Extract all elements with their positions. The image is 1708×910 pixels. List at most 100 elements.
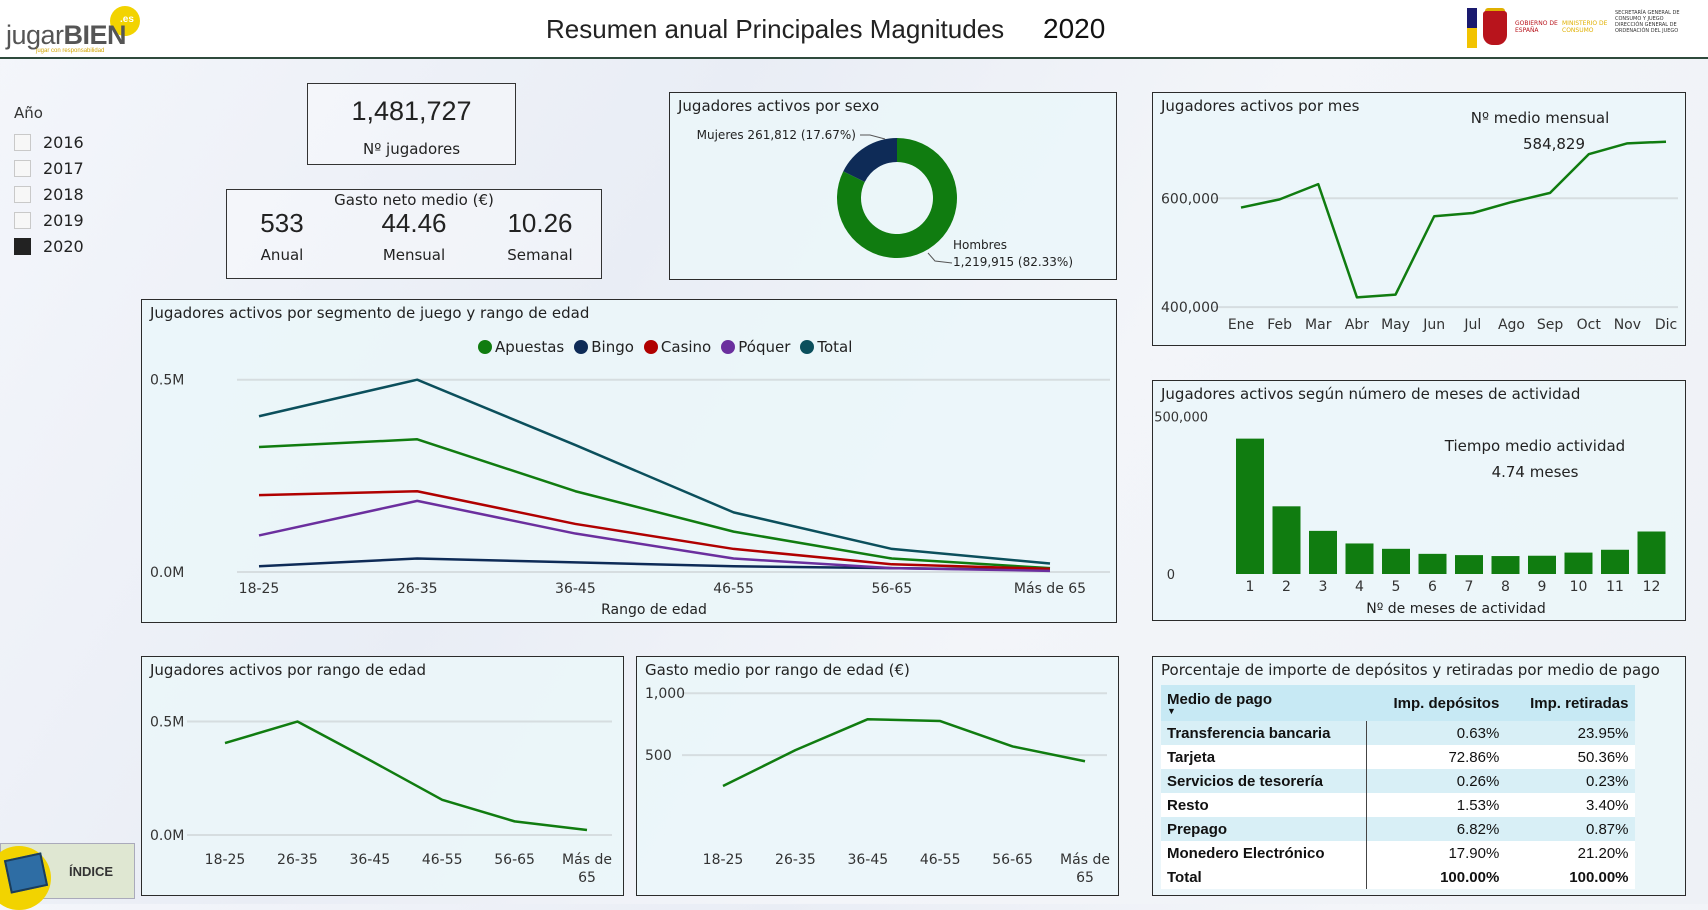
year-option-label: 2018 xyxy=(43,184,84,204)
series-line-players-age[interactable] xyxy=(224,720,588,832)
logo-text-light: jugar xyxy=(6,20,64,50)
spend-age-chart-title: Gasto medio por rango de edad (€) xyxy=(645,661,910,679)
table-row[interactable]: Monedero Electrónico 17.90% 21.20% xyxy=(1161,841,1635,865)
legend-dot-icon xyxy=(478,340,492,354)
table-row[interactable]: Resto 1.53% 3.40% xyxy=(1161,793,1635,817)
payments-table-wrap: Medio de pago ▼ Imp. depósitos Imp. retir… xyxy=(1161,685,1635,889)
table-row[interactable]: Prepago 6.82% 0.87% xyxy=(1161,817,1635,841)
bar-month-12[interactable] xyxy=(1637,531,1666,575)
players-label: Nº jugadores xyxy=(362,140,461,158)
withdrawal-percent-cell: 50.36% xyxy=(1505,745,1635,769)
x-tick-label: 46-55 xyxy=(422,852,463,868)
legend-dot-icon xyxy=(574,340,589,354)
spend-weekly: 10.26 Semanal xyxy=(485,208,595,264)
data-label-mujeres: Mujeres 261,812 (17.67%) xyxy=(697,128,856,142)
series-line-póquer[interactable] xyxy=(258,499,1051,573)
monthly-line-chart: 600,000 400,000 Ene Feb Mar Abr May Jun Jul Ago Se… xyxy=(1161,109,1678,333)
x-tick-label: Nov xyxy=(1614,317,1641,333)
withdrawal-percent-cell: 23.95% xyxy=(1505,721,1635,745)
y-tick-label: 0.5M xyxy=(150,373,184,389)
bar-month-5[interactable] xyxy=(1382,548,1410,574)
gov-label-2: MINISTERIO DE CONSUMO xyxy=(1562,20,1608,34)
x-tick-label: 18-25 xyxy=(703,852,744,868)
legend-item-apuestas[interactable]: Apuestas xyxy=(478,338,564,356)
legend-item-total[interactable]: Total xyxy=(800,338,852,356)
year-option-2017[interactable]: 2017 xyxy=(14,155,124,181)
withdrawal-percent-cell: 21.20% xyxy=(1505,841,1635,865)
series-line-total[interactable] xyxy=(258,378,1051,565)
bar-month-3[interactable] xyxy=(1309,530,1337,574)
series-line-casino[interactable] xyxy=(258,489,1051,571)
y-tick-label: 0.0M xyxy=(150,565,184,581)
table-row[interactable]: Tarjeta 72.86% 50.36% xyxy=(1161,745,1635,769)
series-line-apuestas[interactable] xyxy=(258,438,1051,570)
gov-label-3: SECRETARÍA GENERAL DE CONSUMO Y JUEGO DI… xyxy=(1615,10,1680,34)
checkbox-icon[interactable] xyxy=(14,237,31,255)
bar-month-7[interactable] xyxy=(1455,555,1483,574)
year-option-label: 2019 xyxy=(43,210,84,230)
bar-month-4[interactable] xyxy=(1345,543,1374,574)
x-tick-label: Más de 65 xyxy=(1014,581,1086,597)
x-tick-label: 6 xyxy=(1428,579,1437,595)
year-option-2016[interactable]: 2016 xyxy=(14,129,124,155)
checkbox-icon[interactable] xyxy=(14,211,31,229)
x-axis-title: Rango de edad xyxy=(601,602,707,618)
spend-kpi-card: Gasto neto medio (€) 533 Anual 44.46 Men… xyxy=(226,189,602,279)
bar-month-2[interactable] xyxy=(1272,506,1301,574)
legend-item-póquer[interactable]: Póquer xyxy=(721,338,790,356)
bar-month-11[interactable] xyxy=(1601,549,1629,574)
x-tick-label: Jun xyxy=(1422,317,1445,333)
y-tick-label: 400,000 xyxy=(1161,300,1219,316)
table-row[interactable]: Transferencia bancaria 0.63% 23.95% xyxy=(1161,721,1635,745)
withdrawal-percent-cell: 0.23% xyxy=(1505,769,1635,793)
legend-label: Apuestas xyxy=(495,338,565,356)
series-line-monthly[interactable] xyxy=(1240,140,1667,299)
checkbox-icon[interactable] xyxy=(14,185,31,203)
bar-month-9[interactable] xyxy=(1528,555,1556,574)
logo-text-bold: BIEN xyxy=(63,20,127,50)
bar-month-6[interactable] xyxy=(1418,553,1447,574)
y-tick-label: 1,000 xyxy=(645,686,685,702)
monthly-chart-title: Jugadores activos por mes xyxy=(1161,97,1360,115)
logo-text: jugarBIEN xyxy=(6,20,127,51)
bar-month-8[interactable] xyxy=(1491,556,1520,574)
year-option-2020[interactable]: 2020 xyxy=(14,233,124,259)
checkbox-icon[interactable] xyxy=(14,133,31,151)
indice-button[interactable]: ÍNDICE xyxy=(0,843,135,910)
x-tick-label: Sep xyxy=(1537,317,1564,333)
total-label-cell: Total xyxy=(1161,865,1368,889)
x-tick-label: 36-45 xyxy=(349,852,390,868)
avg-monthly-value: 584,829 xyxy=(1523,135,1585,153)
logo-domain: .es xyxy=(120,14,134,25)
series-line-spend-age[interactable] xyxy=(722,717,1086,788)
year-option-2018[interactable]: 2018 xyxy=(14,181,124,207)
players-age-chart-title: Jugadores activos por rango de edad xyxy=(150,661,427,679)
x-tick-label: Ene xyxy=(1228,317,1254,333)
deposit-percent-cell: 1.53% xyxy=(1366,793,1506,817)
legend-item-bingo[interactable]: Bingo xyxy=(574,338,634,356)
players-age-line-chart: 0.5M 0.0M 18-25 26-35 36-45 46-55 56-65 Más de 6… xyxy=(150,715,612,886)
data-label-hombres: Hombres xyxy=(953,238,1007,252)
column-header-depositos[interactable]: Imp. depósitos xyxy=(1366,685,1506,721)
table-row[interactable]: Servicios de tesorería 0.26% 0.23% xyxy=(1161,769,1635,793)
sort-down-icon[interactable]: ▼ xyxy=(1167,706,1176,716)
withdrawal-percent-cell: 3.40% xyxy=(1505,793,1635,817)
legend-dot-icon xyxy=(800,340,815,354)
y-tick-label: 600,000 xyxy=(1161,191,1219,207)
legend-item-casino[interactable]: Casino xyxy=(643,338,711,356)
x-tick-label: 65 xyxy=(1076,870,1094,886)
avg-monthly-title: Nº medio mensual xyxy=(1471,109,1610,127)
year-slicer: Año 2016 2017 2018 2019 2020 xyxy=(14,104,124,259)
year-option-2019[interactable]: 2019 xyxy=(14,207,124,233)
deposit-percent-cell: 0.26% xyxy=(1366,769,1506,793)
column-header-retiradas[interactable]: Imp. retiradas xyxy=(1505,685,1635,721)
bar-month-1[interactable] xyxy=(1236,438,1264,574)
checkbox-icon[interactable] xyxy=(14,159,31,177)
x-tick-label: 11 xyxy=(1606,579,1624,595)
bar-month-10[interactable] xyxy=(1564,552,1593,574)
donut-slice-hombres[interactable] xyxy=(837,138,957,258)
column-header-medio[interactable]: Medio de pago ▼ xyxy=(1161,685,1368,721)
donut-slice-mujeres[interactable] xyxy=(843,138,897,182)
x-tick-label: 7 xyxy=(1465,579,1474,595)
